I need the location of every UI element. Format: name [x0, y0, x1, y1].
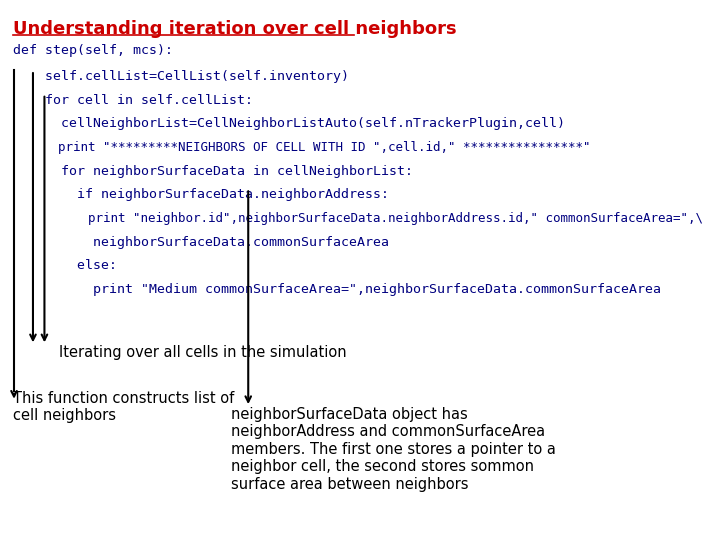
Text: print "*********NEIGHBORS OF CELL WITH ID ",cell.id," ****************": print "*********NEIGHBORS OF CELL WITH I…: [13, 141, 590, 154]
Text: neighborSurfaceData.commonSurfaceArea: neighborSurfaceData.commonSurfaceArea: [13, 235, 389, 248]
Text: print "Medium commonSurfaceArea=",neighborSurfaceData.commonSurfaceArea: print "Medium commonSurfaceArea=",neighb…: [13, 283, 661, 296]
Text: This function constructs list of
cell neighbors: This function constructs list of cell ne…: [13, 391, 234, 423]
Text: Understanding iteration over cell neighbors: Understanding iteration over cell neighb…: [13, 20, 456, 38]
Text: Iterating over all cells in the simulation: Iterating over all cells in the simulati…: [59, 345, 346, 360]
Text: def step(self, mcs):: def step(self, mcs):: [13, 44, 173, 57]
Text: else:: else:: [13, 259, 117, 272]
Text: self.cellList=CellList(self.inventory): self.cellList=CellList(self.inventory): [13, 70, 349, 83]
Text: cellNeighborList=CellNeighborListAuto(self.nTrackerPlugin,cell): cellNeighborList=CellNeighborListAuto(se…: [13, 117, 565, 131]
Text: if neighborSurfaceData.neighborAddress:: if neighborSurfaceData.neighborAddress:: [13, 188, 389, 201]
Text: for neighborSurfaceData in cellNeighborList:: for neighborSurfaceData in cellNeighborL…: [13, 165, 413, 178]
Text: neighborSurfaceData object has
neighborAddress and commonSurfaceArea
members. Th: neighborSurfaceData object has neighborA…: [231, 407, 556, 491]
Text: for cell in self.cellList:: for cell in self.cellList:: [13, 94, 253, 107]
Text: print "neighbor.id",neighborSurfaceData.neighborAddress.id," commonSurfaceArea=": print "neighbor.id",neighborSurfaceData.…: [13, 212, 703, 225]
